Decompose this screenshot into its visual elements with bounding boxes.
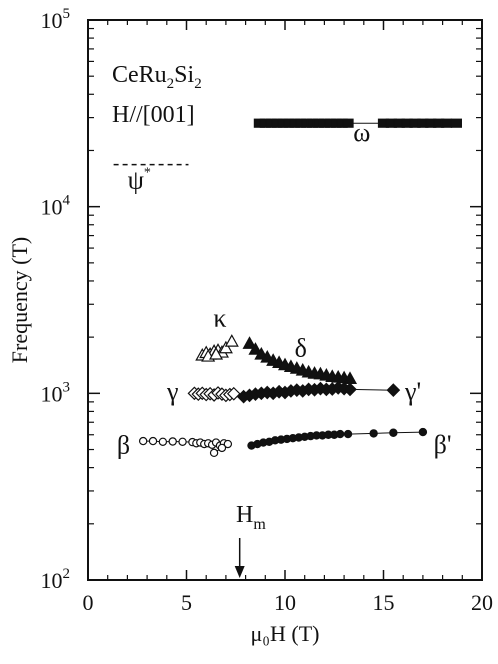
y-tick-label: 103 bbox=[41, 379, 71, 406]
data-point bbox=[369, 429, 378, 438]
data-point bbox=[148, 436, 158, 446]
data-point bbox=[158, 437, 168, 446]
y-axis-label: Frequency (T) bbox=[7, 237, 32, 363]
data-point bbox=[223, 439, 233, 449]
data-point bbox=[168, 437, 177, 446]
data-point bbox=[209, 448, 219, 458]
sample-label: CeRu2Si2 bbox=[112, 62, 202, 92]
data-point bbox=[242, 336, 257, 349]
field-direction-label: H//[001] bbox=[112, 102, 195, 128]
data-point bbox=[389, 428, 398, 437]
data-point bbox=[440, 118, 453, 128]
hm-label: Hm bbox=[236, 502, 266, 533]
series-layer bbox=[113, 118, 462, 458]
data-point bbox=[450, 118, 462, 128]
series-3 bbox=[242, 336, 358, 384]
data-point bbox=[386, 383, 401, 398]
x-tick-label: 15 bbox=[373, 590, 395, 615]
data-point bbox=[218, 340, 233, 354]
x-tick-label: 0 bbox=[83, 590, 94, 615]
data-point bbox=[209, 346, 224, 360]
series-7 bbox=[247, 427, 428, 450]
data-point bbox=[226, 386, 241, 401]
data-point bbox=[342, 118, 354, 128]
annotation-layer: ω ψ* κ δ γ γ' β β' bbox=[117, 118, 452, 460]
data-point bbox=[343, 429, 353, 439]
x-tick-label: 10 bbox=[274, 590, 296, 615]
series-label: δ bbox=[295, 333, 307, 362]
x-axis-label: μ₀H (T) bbox=[251, 621, 320, 646]
series-label: κ bbox=[213, 304, 226, 333]
series-label: ω bbox=[353, 118, 370, 147]
data-point bbox=[178, 437, 187, 446]
data-point bbox=[217, 443, 227, 453]
series-4 bbox=[187, 386, 241, 403]
y-tick-label: 104 bbox=[41, 193, 71, 220]
series-6 bbox=[138, 436, 233, 458]
series-5 bbox=[236, 380, 401, 404]
series-label: γ bbox=[166, 377, 179, 406]
series-0 bbox=[253, 118, 462, 128]
axis-ticks: 0 5 10 15 20 102 103 104 105 bbox=[41, 6, 494, 615]
hm-arrow bbox=[234, 538, 245, 578]
series-label: β' bbox=[434, 430, 452, 459]
series-label: γ' bbox=[404, 377, 421, 406]
x-tick-label: 5 bbox=[181, 590, 192, 615]
data-point bbox=[248, 342, 263, 355]
y-tick-label: 105 bbox=[41, 6, 71, 33]
data-point bbox=[335, 429, 345, 439]
data-point bbox=[418, 427, 428, 437]
x-tick-label: 20 bbox=[471, 590, 493, 615]
series-label: ψ* bbox=[128, 166, 151, 195]
series-2 bbox=[195, 334, 239, 362]
series-label: β bbox=[117, 431, 130, 460]
y-tick-label: 102 bbox=[41, 566, 71, 593]
data-point bbox=[138, 436, 148, 446]
data-point bbox=[224, 334, 239, 347]
data-point bbox=[343, 382, 357, 397]
